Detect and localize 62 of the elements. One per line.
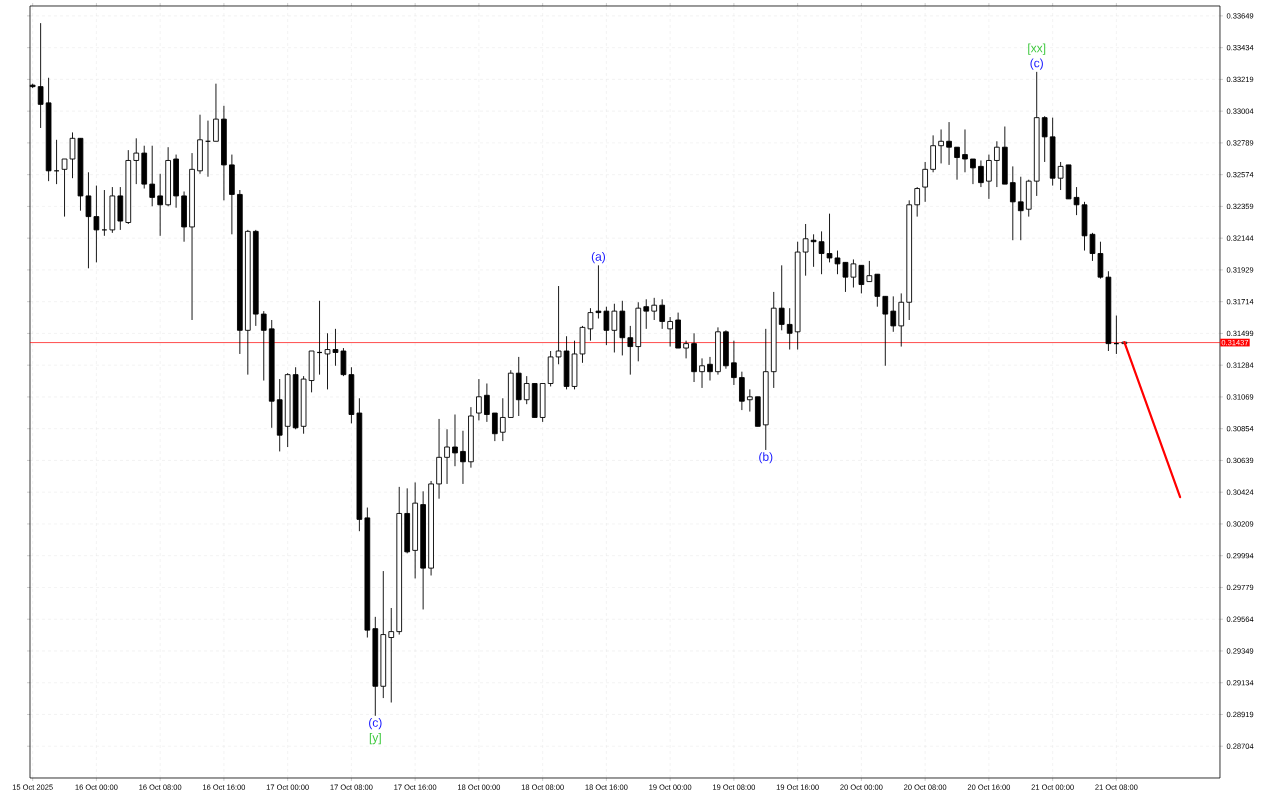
candlestick (260, 310, 267, 381)
candlestick (213, 83, 219, 142)
candlestick (444, 428, 450, 485)
candlestick (611, 303, 618, 353)
candlestick (930, 134, 936, 173)
candlestick (914, 186, 921, 218)
candlestick (707, 356, 713, 381)
candlestick (1041, 115, 1048, 163)
candlestick (898, 292, 905, 348)
candlestick (946, 121, 952, 166)
candlestick (747, 388, 753, 413)
candlestick (484, 383, 490, 423)
annotation: (a) (591, 251, 606, 264)
candlestick (651, 297, 658, 321)
candlestick (938, 129, 944, 164)
annotation: (c) (1030, 58, 1043, 70)
candlestick (962, 129, 968, 173)
candlestick (970, 158, 976, 185)
candlestick (157, 173, 163, 237)
candlestick (93, 185, 100, 263)
candlestick (739, 371, 745, 411)
candlestick (476, 378, 482, 421)
candlestick (874, 273, 881, 308)
candlestick (882, 295, 889, 367)
candlestick (1057, 161, 1064, 191)
candlestick (133, 137, 140, 185)
annotation: [xx] (1028, 43, 1046, 55)
candlestick (810, 233, 817, 268)
candlestick (667, 316, 673, 348)
candlestick (603, 306, 610, 346)
annotation: [y] (369, 733, 381, 745)
candlestick (922, 161, 928, 203)
candlestick (731, 340, 737, 386)
candlestick (1009, 165, 1016, 241)
annotation: (c) (369, 718, 382, 730)
candlestick (994, 140, 1000, 188)
candlestick (1017, 176, 1024, 241)
candlestick (149, 145, 156, 207)
candlestick (460, 430, 466, 485)
candlestick (683, 340, 689, 359)
candlestick (659, 298, 666, 330)
candlestick (643, 298, 650, 330)
candlestick (986, 154, 992, 200)
candlestick (37, 22, 44, 129)
candlestick (802, 223, 809, 277)
candlestick (388, 607, 395, 703)
candlestick (499, 397, 506, 442)
candlestick (778, 264, 785, 331)
candlestick (101, 189, 108, 237)
candlestick (890, 295, 897, 333)
candlestick (978, 160, 984, 188)
candlestick (523, 375, 530, 405)
candlestick (627, 325, 634, 376)
candlestick (858, 264, 865, 294)
candlestick (786, 307, 793, 350)
candlestick (699, 357, 705, 389)
candlestick (492, 412, 498, 442)
candlestick (866, 260, 873, 283)
annotation: (b) (759, 452, 773, 464)
candlestick (555, 285, 562, 365)
candlestick (954, 146, 960, 181)
candlestick (452, 414, 458, 467)
